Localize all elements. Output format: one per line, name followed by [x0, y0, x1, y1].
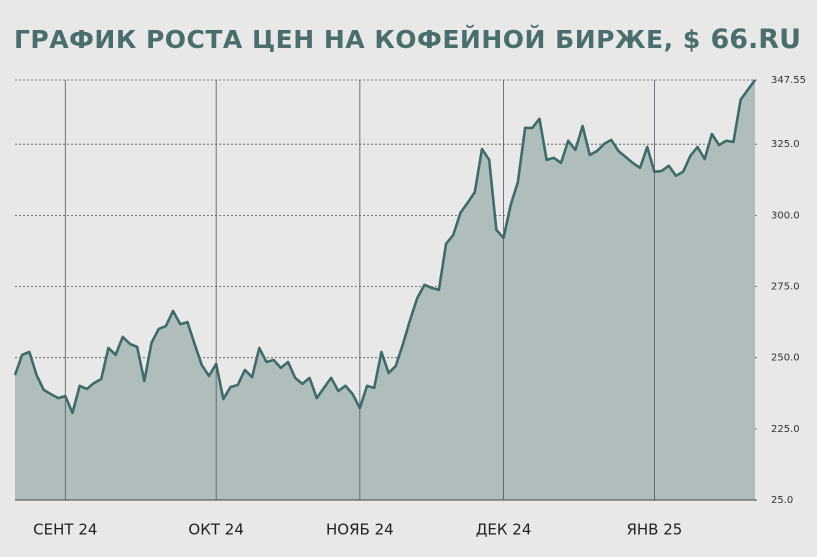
y-tick-label: 325.0: [771, 139, 800, 150]
y-tick-label: 347.55: [771, 75, 806, 86]
y-tick-label: 250.0: [771, 353, 800, 364]
labels: 25.0 225.0 250.0 275.0 300.0 325.0 347.55 СЕНТ …: [33, 75, 806, 539]
x-tick-label: НОЯБ 24: [326, 521, 394, 539]
y-tick-label: 25.0: [771, 495, 793, 506]
x-tick-label: ОКТ 24: [188, 521, 243, 539]
x-tick-label: СЕНТ 24: [33, 521, 97, 539]
marks: [13, 79, 757, 501]
y-tick-label: 300.0: [771, 210, 800, 221]
chart-title: ГРАФИК РОСТА ЦЕН НА КОФЕЙНОЙ БИРЖЕ, $: [14, 25, 701, 54]
x-tick-label: ДЕК 24: [476, 521, 532, 539]
brand: 66.RU: [710, 24, 801, 55]
line: [13, 79, 757, 415]
area: [15, 80, 755, 500]
y-tick-label: 225.0: [771, 424, 800, 435]
y-tick-label: 275.0: [771, 282, 800, 293]
x-tick-label: ЯНВ 25: [626, 521, 682, 539]
